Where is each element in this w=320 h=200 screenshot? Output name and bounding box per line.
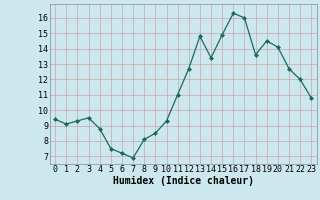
X-axis label: Humidex (Indice chaleur): Humidex (Indice chaleur) (113, 176, 254, 186)
